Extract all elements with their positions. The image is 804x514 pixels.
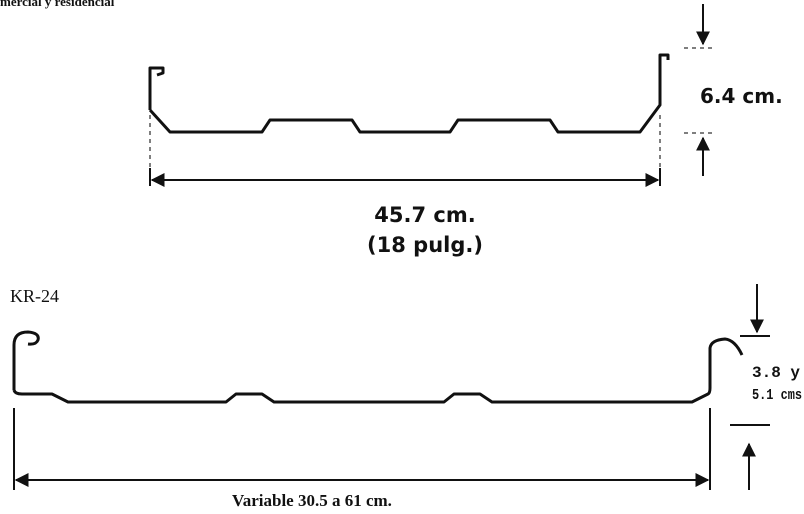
profile-name: KR-24 <box>10 286 59 306</box>
width-label: Variable 30.5 a 61 cm. <box>232 491 392 510</box>
profile-bottom <box>12 330 744 404</box>
width-alt-label: (18 pulg.) <box>367 233 483 257</box>
height-label: 6.4 cm. <box>700 84 783 108</box>
profile-top <box>148 53 670 134</box>
width-label: 45.7 cm. <box>374 203 475 227</box>
height-label: 5.1 cms <box>752 387 802 404</box>
header-title: mercial y residencial <box>0 0 115 9</box>
height-label: 3.8 y <box>752 364 800 382</box>
